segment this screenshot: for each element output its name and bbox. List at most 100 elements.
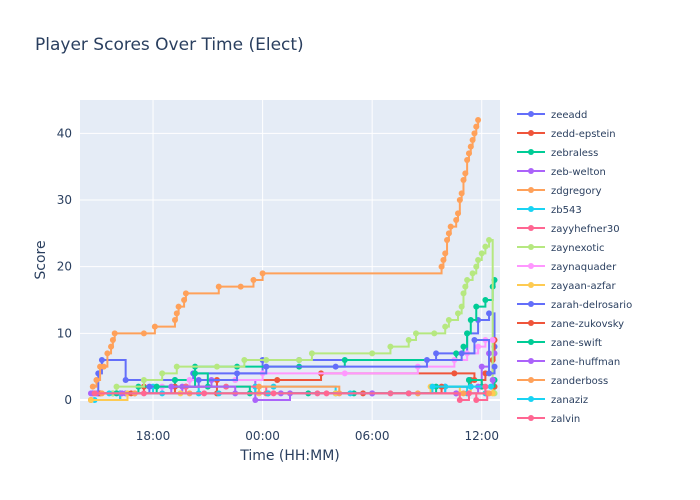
data-point (93, 377, 100, 383)
x-axis-ticks: 18:00 00:00 06:00 12:00 (136, 429, 499, 443)
legend-label: zedd-epstein (551, 129, 616, 140)
data-point (171, 377, 178, 383)
legend-label: zane-zukovsky (551, 319, 624, 330)
data-point (213, 363, 220, 370)
data-point (445, 317, 452, 323)
data-point (250, 277, 257, 283)
data-point (440, 257, 447, 263)
data-point (460, 290, 467, 297)
legend-label: zdgregory (551, 186, 602, 197)
data-point (462, 283, 469, 290)
data-point (460, 343, 467, 350)
data-point (241, 357, 248, 363)
legend-item-zane-huffman[interactable]: zane-huffman (517, 357, 620, 368)
legend-marker (528, 111, 534, 117)
data-point (456, 197, 463, 203)
legend-marker (528, 187, 534, 193)
data-point (460, 390, 467, 397)
legend-item-zedd-epstein[interactable]: zedd-epstein (517, 129, 616, 140)
data-point (255, 383, 262, 390)
data-point (482, 383, 489, 390)
data-point (89, 383, 96, 390)
legend-label: zanderboss (551, 376, 608, 387)
data-point (455, 210, 461, 217)
data-point (489, 337, 496, 343)
data-point (453, 350, 460, 357)
legend-item-zdgregory[interactable]: zdgregory (517, 186, 602, 197)
data-point (195, 377, 202, 383)
legend-item-zanaziz[interactable]: zanaziz (517, 395, 588, 406)
data-point (387, 343, 394, 350)
data-point (467, 317, 474, 323)
plot-area (80, 100, 500, 420)
data-point (369, 350, 376, 357)
legend-item-zaynaquader[interactable]: zaynaquader (517, 262, 617, 273)
legend-label: zalvin (551, 414, 580, 425)
data-point (458, 190, 465, 197)
y-tick-label: 40 (57, 126, 72, 140)
data-point (478, 363, 485, 370)
data-point (482, 243, 489, 250)
legend-item-zaynexotic[interactable]: zaynexotic (517, 243, 605, 254)
data-point (475, 343, 482, 350)
data-point (465, 377, 472, 383)
data-point (98, 357, 105, 363)
series-zalvin (91, 383, 489, 403)
x-axis-title: Time (HH:MM) (239, 448, 340, 464)
data-point (478, 250, 485, 257)
data-point (473, 263, 480, 270)
y-tick-label: 10 (57, 326, 72, 340)
x-tick-label: 06:00 (355, 429, 390, 443)
legend-item-zeb-welton[interactable]: zeb-welton (517, 167, 606, 178)
data-point (473, 303, 480, 310)
data-point (460, 177, 467, 183)
data-point (438, 263, 445, 270)
data-point (252, 397, 259, 403)
data-point (140, 330, 147, 337)
data-point (113, 383, 120, 390)
data-point (442, 323, 449, 330)
data-point (171, 317, 178, 323)
data-point (341, 370, 348, 377)
legend-item-zayaan-azfar[interactable]: zayaan-azfar (517, 281, 617, 292)
data-point (122, 377, 129, 383)
legend-item-zane-swift[interactable]: zane-swift (517, 338, 602, 349)
data-point (491, 363, 498, 370)
data-point (423, 357, 430, 363)
data-point (405, 390, 412, 397)
legend-item-zarah-delrosario[interactable]: zarah-delrosario (517, 300, 632, 311)
legend-item-zb543[interactable]: zb543 (517, 205, 582, 216)
y-tick-label: 20 (57, 260, 72, 274)
data-point (482, 297, 489, 303)
data-point (464, 330, 471, 337)
data-point (108, 343, 115, 350)
legend-marker (528, 377, 534, 383)
x-tick-label: 00:00 (245, 429, 280, 443)
data-point (486, 237, 493, 243)
legend-label: zeeadd (551, 110, 587, 121)
data-point (447, 223, 454, 230)
legend-marker (528, 244, 534, 250)
legend[interactable]: zeeadd zedd-epstein zebraless zeb-welton zdg… (517, 110, 632, 425)
data-point (487, 383, 494, 390)
legend-label: zayyhefner30 (551, 224, 620, 235)
data-point (259, 270, 266, 277)
legend-item-zebraless[interactable]: zebraless (517, 148, 598, 159)
data-point (431, 330, 438, 337)
data-point (444, 237, 451, 243)
legend-item-zeeadd[interactable]: zeeadd (517, 110, 587, 121)
data-point (469, 137, 476, 143)
legend-label: zanaziz (551, 395, 588, 406)
legend-item-zanderboss[interactable]: zanderboss (517, 376, 608, 387)
legend-marker (528, 282, 534, 288)
legend-item-zane-zukovsky[interactable]: zane-zukovsky (517, 319, 624, 330)
chart-title: Player Scores Over Time (Elect) (35, 35, 304, 55)
data-point (308, 350, 315, 357)
legend-label: zebraless (551, 148, 598, 159)
data-point (296, 357, 303, 363)
legend-item-zalvin[interactable]: zalvin (517, 414, 580, 425)
data-point (413, 330, 419, 337)
data-point (467, 143, 474, 150)
series-zdgregory (89, 117, 482, 390)
legend-item-zayyhefner30[interactable]: zayyhefner30 (517, 224, 620, 235)
